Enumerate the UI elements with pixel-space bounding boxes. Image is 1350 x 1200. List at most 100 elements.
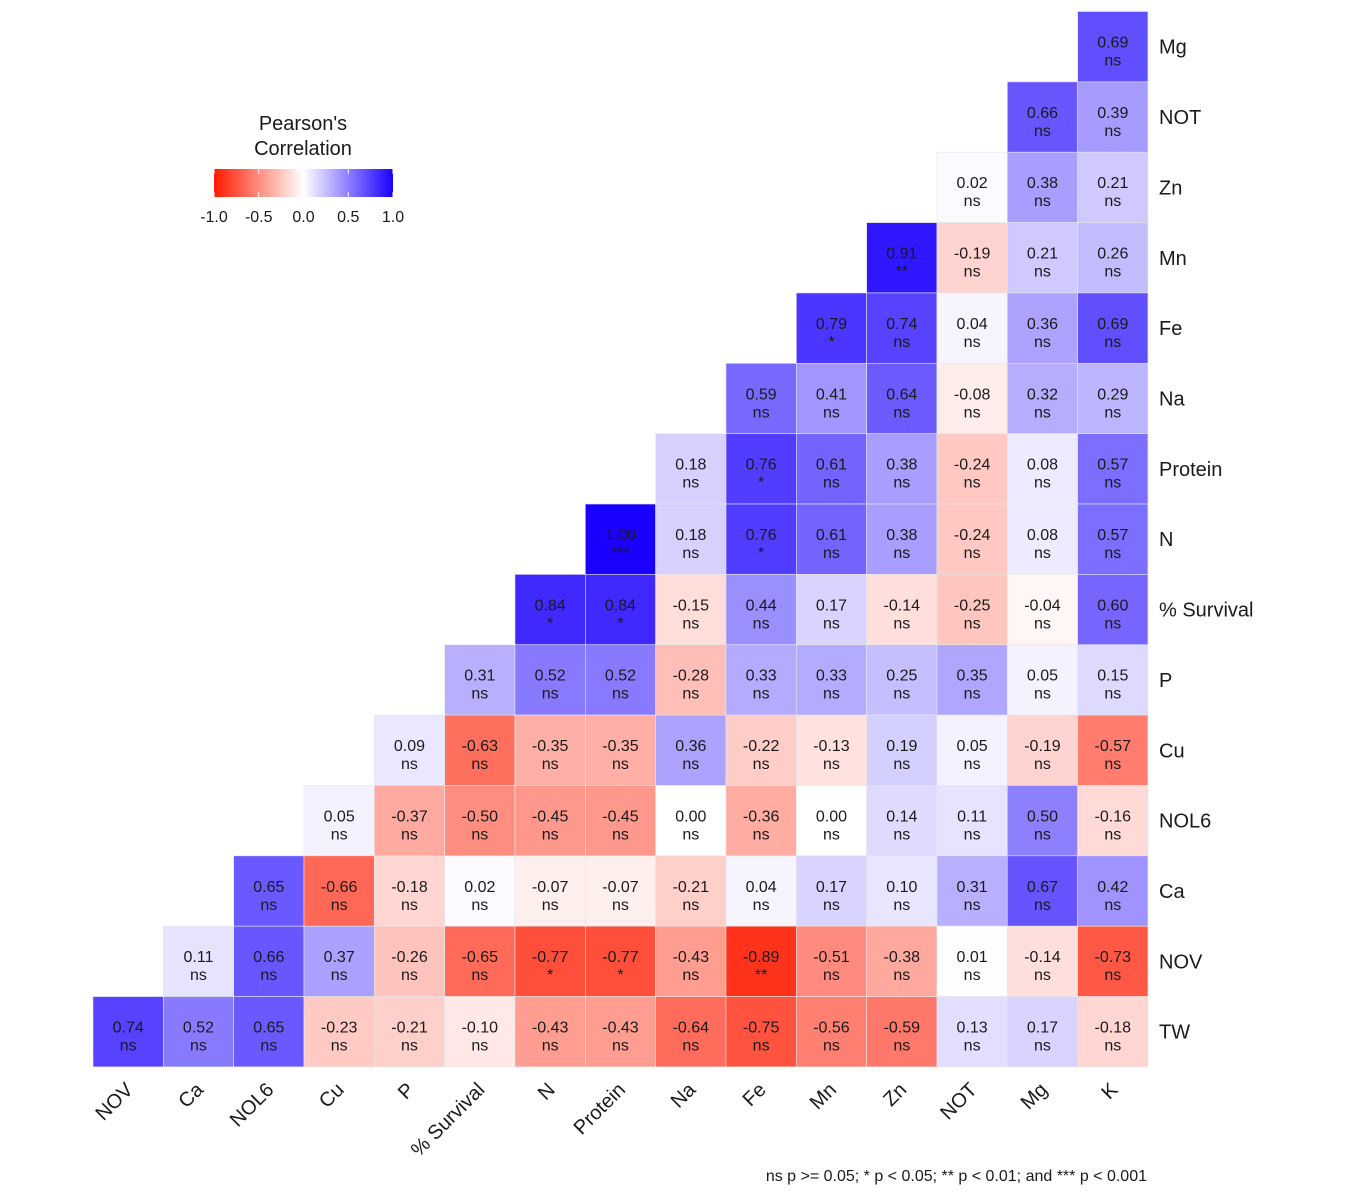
cell-significance-label: ns	[964, 967, 981, 984]
cell-significance-label: *	[547, 615, 553, 632]
row-label: Protein	[1159, 459, 1222, 481]
cell-value-label: -0.10	[462, 1020, 499, 1037]
cell-significance-label: *	[547, 967, 553, 984]
cell-value-label: 0.50	[1027, 808, 1058, 825]
cell-significance-label: ns	[1104, 475, 1121, 492]
cell-significance-label: *	[617, 967, 623, 984]
cell-significance-label: ns	[612, 897, 629, 914]
cell-value-label: 0.41	[816, 386, 847, 403]
cell-significance-label: ns	[823, 756, 840, 773]
cell-significance-label: ns	[823, 1038, 840, 1055]
cell-value-label: 0.84	[605, 597, 636, 614]
cell-significance-label: ns	[893, 826, 910, 843]
cell-value-label: -0.22	[743, 738, 780, 755]
cell-value-label: -0.24	[954, 457, 991, 474]
cell-significance-label: ns	[1104, 897, 1121, 914]
cell-value-label: -0.08	[954, 386, 991, 403]
heatmap-cell-fill	[866, 362, 938, 434]
heatmap-cell-fill	[444, 785, 516, 857]
cell-value-label: 0.13	[957, 1020, 988, 1037]
cell-value-label: -0.24	[954, 527, 991, 544]
cell-value-label: 0.57	[1097, 527, 1128, 544]
heatmap-cell-fill	[866, 785, 938, 857]
heatmap-cell-fill	[1006, 151, 1078, 223]
heatmap-cell-fill	[866, 503, 938, 575]
cell-significance-label: ns	[1104, 615, 1121, 632]
cell-value-label: -0.19	[1024, 738, 1061, 755]
cell-significance-label: ns	[753, 615, 770, 632]
heatmap-cell-fill	[936, 644, 1008, 716]
cell-significance-label: ns	[823, 404, 840, 421]
heatmap-cell-fill	[795, 785, 867, 857]
cell-significance-label: ns	[964, 475, 981, 492]
row-label: Ca	[1159, 881, 1185, 903]
column-label: Mn	[806, 1079, 841, 1114]
cell-value-label: -0.73	[1095, 949, 1132, 966]
heatmap-cell-fill	[585, 714, 656, 786]
column-label: Mg	[1017, 1079, 1052, 1114]
heatmap-cell-fill	[725, 714, 797, 786]
cell-significance-label: ns	[823, 897, 840, 914]
cell-value-label: 0.66	[253, 949, 284, 966]
cell-significance-label: ns	[401, 897, 418, 914]
cell-value-label: 0.29	[1097, 386, 1128, 403]
heatmap-cell-fill	[1006, 503, 1078, 575]
cell-value-label: 0.91	[886, 246, 917, 263]
column-label: Fe	[739, 1079, 771, 1111]
cell-value-label: 0.44	[746, 597, 777, 614]
cell-value-label: 0.00	[816, 808, 847, 825]
heatmap-cell: 0.84*	[585, 574, 656, 646]
heatmap-cell-fill	[866, 644, 938, 716]
heatmap-cell-fill	[936, 292, 1008, 364]
cell-value-label: -0.38	[884, 949, 921, 966]
heatmap-cell-fill	[725, 362, 797, 434]
cell-value-label: -0.36	[743, 808, 780, 825]
legend-tick-label: -0.5	[245, 209, 273, 226]
cell-significance-label: ns	[682, 967, 699, 984]
row-label: P	[1159, 670, 1172, 692]
cell-significance-label: ns	[1104, 404, 1121, 421]
cell-significance-label: ns	[1034, 967, 1051, 984]
cell-significance-label: ns	[682, 1038, 699, 1055]
cell-significance-label: ns	[893, 615, 910, 632]
cell-value-label: 0.37	[324, 949, 355, 966]
cell-significance-label: ns	[682, 545, 699, 562]
cell-value-label: 0.18	[675, 527, 706, 544]
cell-significance-label: *	[758, 475, 764, 492]
column-label: K	[1097, 1078, 1122, 1103]
heatmap-cell-fill	[233, 855, 305, 927]
heatmap-cell-fill	[795, 925, 867, 997]
heatmap-cell-fill	[444, 855, 516, 927]
heatmap-cell-fill	[233, 925, 305, 997]
cell-significance-label: *	[617, 615, 623, 632]
cell-value-label: 0.79	[816, 316, 847, 333]
heatmap-cell-fill	[1077, 222, 1149, 294]
cell-significance-label: ns	[1104, 1038, 1121, 1055]
cell-value-label: -0.14	[1024, 949, 1061, 966]
cell-value-label: -0.63	[462, 738, 499, 755]
significance-caption: ns p >= 0.05; * p < 0.05; ** p < 0.01; a…	[765, 1168, 1147, 1185]
cell-significance-label: ns	[823, 967, 840, 984]
heatmap-cell-fill	[795, 362, 867, 434]
